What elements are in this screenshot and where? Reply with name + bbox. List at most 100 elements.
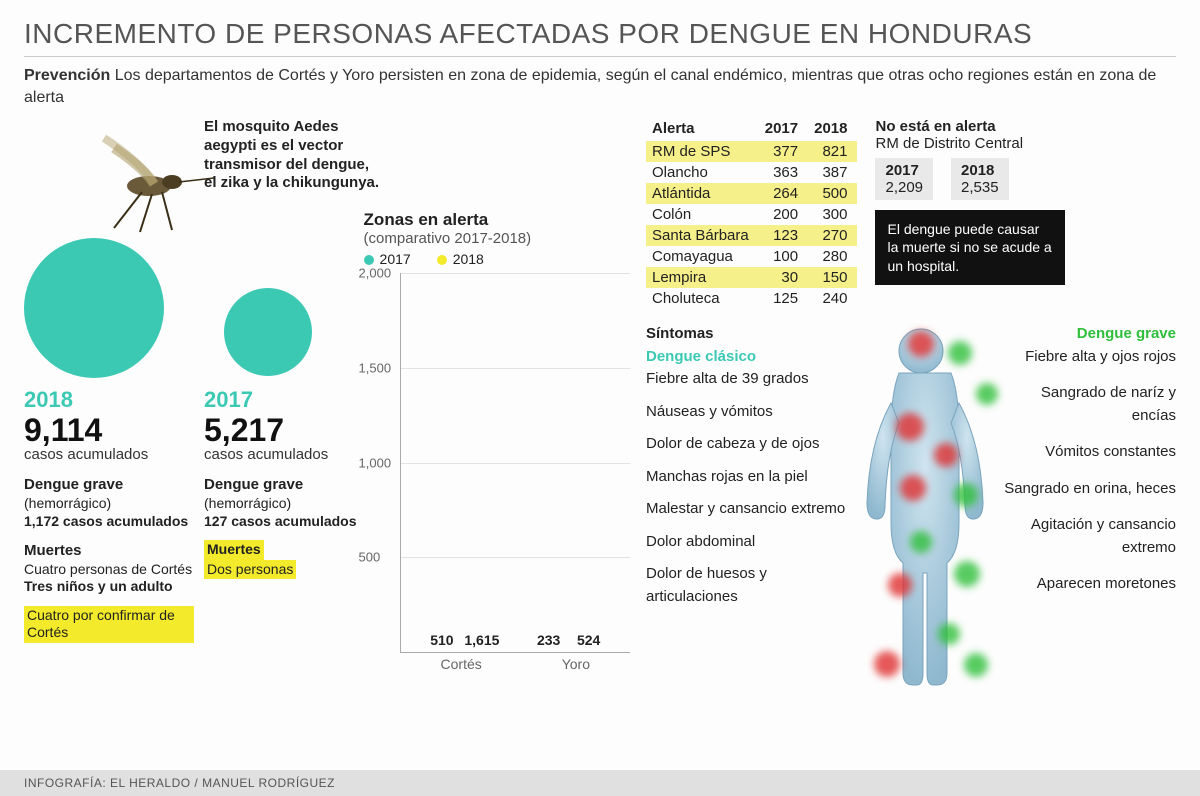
pending-2018: Cuatro por confirmar de Cortés bbox=[24, 606, 194, 643]
body-spot bbox=[900, 475, 926, 501]
subtitle: Prevención Los departamentos de Cortés y… bbox=[24, 65, 1174, 108]
table-cell: Olancho bbox=[646, 162, 759, 183]
bar-label: 510 bbox=[430, 632, 453, 648]
body-spot bbox=[954, 483, 978, 507]
table-cell: Comayagua bbox=[646, 246, 759, 267]
chart-legend: 2017 2018 bbox=[364, 251, 630, 267]
table-cell: RM de SPS bbox=[646, 141, 759, 162]
grave-h-2017: Dengue grave bbox=[204, 476, 364, 495]
table-cell: Colón bbox=[646, 204, 759, 225]
left-column: El mosquito Aedes aegypti es el vector t… bbox=[24, 118, 348, 653]
bar-label: 233 bbox=[537, 632, 560, 648]
block-2017: 2017 5,217 casos acumulados Dengue grave… bbox=[204, 386, 364, 579]
no-alert-sub: RM de Distrito Central bbox=[875, 135, 1065, 152]
legend-2018: 2018 bbox=[453, 251, 484, 267]
symptom-item: Dolor de cabeza y de ojos bbox=[646, 433, 846, 456]
symptoms-grave: Dengue grave Fiebre alta y ojos rojos San… bbox=[996, 323, 1176, 618]
y-tick: 2,000 bbox=[359, 266, 392, 281]
table-cell: 387 bbox=[808, 162, 857, 183]
symptom-item: Agitación y cansancio extremo bbox=[996, 514, 1176, 559]
legend-dot-2017 bbox=[364, 255, 374, 265]
body-spot bbox=[888, 573, 912, 597]
symptoms-classic: Síntomas Dengue clásico Fiebre alta de 3… bbox=[646, 323, 846, 618]
subtitle-bold: Prevención bbox=[24, 67, 110, 84]
table-cell: 363 bbox=[759, 162, 808, 183]
human-icon bbox=[851, 323, 991, 693]
table-cell: 125 bbox=[759, 288, 808, 309]
symptom-item: Aparecen moretones bbox=[996, 573, 1176, 596]
circle-2018 bbox=[24, 238, 164, 378]
symptom-item: Sangrado de naríz y encías bbox=[996, 382, 1176, 427]
count-2017: 5,217 bbox=[204, 414, 364, 446]
body-spot bbox=[908, 331, 934, 357]
table-cell: 500 bbox=[808, 183, 857, 204]
table-cell: 200 bbox=[759, 204, 808, 225]
right-column: Alerta20172018RM de SPS377821Olancho3633… bbox=[646, 118, 1176, 653]
no-alert-title: No está en alerta bbox=[875, 118, 1065, 135]
table-cell: 150 bbox=[808, 267, 857, 288]
bar-label: 524 bbox=[577, 632, 600, 648]
table-row: Choluteca125240 bbox=[646, 288, 857, 309]
symptom-item: Náuseas y vómitos bbox=[646, 401, 846, 424]
table-cell: 280 bbox=[808, 246, 857, 267]
body-spot bbox=[964, 653, 988, 677]
table-row: Lempira30150 bbox=[646, 267, 857, 288]
muertes-h-2017: Muertes bbox=[204, 540, 264, 560]
body-spot bbox=[896, 413, 924, 441]
symptom-item: Fiebre alta y ojos rojos bbox=[996, 346, 1176, 369]
table-cell: 821 bbox=[808, 141, 857, 162]
table-row: Atlántida264500 bbox=[646, 183, 857, 204]
no-alert-cell: 20172,209 bbox=[875, 158, 933, 200]
symptom-item: Dolor abdominal bbox=[646, 531, 846, 554]
chart-title: Zonas en alerta bbox=[364, 210, 630, 230]
body-spot bbox=[954, 561, 980, 587]
table-row: RM de SPS377821 bbox=[646, 141, 857, 162]
body-spot bbox=[934, 443, 958, 467]
table-header: 2017 bbox=[759, 118, 808, 141]
table-cell: Santa Bárbara bbox=[646, 225, 759, 246]
mosquito-note: El mosquito Aedes aegypti es el vector t… bbox=[204, 118, 384, 193]
table-row: Comayagua100280 bbox=[646, 246, 857, 267]
circle-2017 bbox=[224, 288, 312, 376]
muertes-p1-2017: Dos personas bbox=[204, 560, 296, 580]
y-tick: 500 bbox=[359, 550, 381, 565]
chart-column: Zonas en alerta (comparativo 2017-2018) … bbox=[364, 118, 630, 653]
table-cell: 377 bbox=[759, 141, 808, 162]
x-category: Yoro bbox=[562, 656, 590, 672]
table-cell: 270 bbox=[808, 225, 857, 246]
bar-chart: 5101,615233524 CortésYoro 5001,0001,5002… bbox=[400, 273, 630, 653]
symptoms-classic-title: Dengue clásico bbox=[646, 346, 846, 369]
grave-h-2018: Dengue grave bbox=[24, 476, 194, 495]
table-cell: 30 bbox=[759, 267, 808, 288]
block-2018: 2018 9,114 casos acumulados Dengue grave… bbox=[24, 386, 194, 643]
count-label-2018: casos acumulados bbox=[24, 446, 194, 465]
symptom-item: Manchas rojas en la piel bbox=[646, 466, 846, 489]
warning-box: El dengue puede causar la muerte si no s… bbox=[875, 210, 1065, 285]
table-row: Olancho363387 bbox=[646, 162, 857, 183]
table-cell: Lempira bbox=[646, 267, 759, 288]
muertes-p1-2018: Cuatro personas de Cortés bbox=[24, 561, 194, 579]
footer-credit: INFOGRAFÍA: EL HERALDO / MANUEL RODRÍGUE… bbox=[0, 770, 1200, 796]
alert-table: Alerta20172018RM de SPS377821Olancho3633… bbox=[646, 118, 857, 309]
legend-dot-2018 bbox=[437, 255, 447, 265]
x-category: Cortés bbox=[441, 656, 482, 672]
table-header: 2018 bbox=[808, 118, 857, 141]
table-cell: 264 bbox=[759, 183, 808, 204]
symptoms-grave-title: Dengue grave bbox=[996, 323, 1176, 346]
subtitle-rest: Los departamentos de Cortés y Yoro persi… bbox=[24, 67, 1156, 106]
table-row: Colón200300 bbox=[646, 204, 857, 225]
symptom-item: Dolor de huesos y articulaciones bbox=[646, 563, 846, 608]
no-alert-block: No está en alerta RM de Distrito Central… bbox=[875, 118, 1065, 200]
symptom-item: Sangrado en orina, heces bbox=[996, 478, 1176, 501]
y-tick: 1,500 bbox=[359, 360, 392, 375]
no-alert-cell: 20182,535 bbox=[951, 158, 1009, 200]
table-cell: 300 bbox=[808, 204, 857, 225]
body-spot bbox=[948, 341, 972, 365]
grave-val-2017: 127 casos acumulados bbox=[204, 513, 364, 531]
bar-label: 1,615 bbox=[464, 632, 499, 648]
muertes-p2-2018: Tres niños y un adulto bbox=[24, 578, 194, 596]
muertes-h-2018: Muertes bbox=[24, 542, 194, 561]
body-spot bbox=[976, 383, 998, 405]
grave-sub-2018: (hemorrágico) bbox=[24, 495, 194, 513]
symptom-item: Vómitos constantes bbox=[996, 441, 1176, 464]
